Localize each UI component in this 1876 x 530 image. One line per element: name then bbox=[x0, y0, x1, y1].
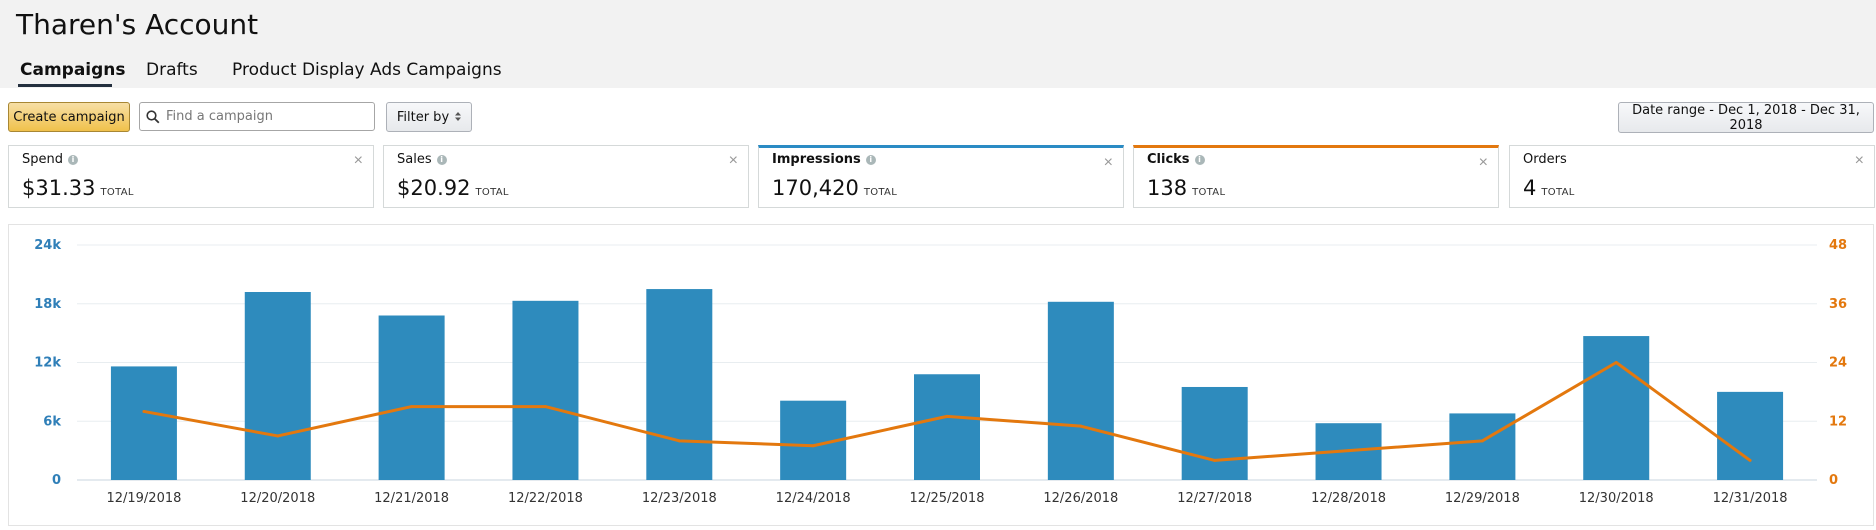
close-icon[interactable]: × bbox=[1854, 152, 1864, 169]
search-icon bbox=[140, 103, 166, 130]
x-tick-label: 12/22/2018 bbox=[508, 491, 583, 506]
metric-value: $20.92 bbox=[397, 176, 471, 200]
chart-bar bbox=[1181, 386, 1248, 480]
close-icon[interactable]: × bbox=[1478, 154, 1488, 171]
x-tick-label: 12/26/2018 bbox=[1043, 491, 1118, 506]
clicks-point bbox=[1347, 449, 1351, 453]
metric-suffix: TOTAL bbox=[1541, 187, 1575, 198]
info-icon[interactable]: i bbox=[68, 154, 78, 165]
clicks-point bbox=[1480, 439, 1484, 443]
chart-bar bbox=[512, 300, 579, 480]
metric-suffix: TOTAL bbox=[863, 187, 898, 198]
metric-card-clicks[interactable]: Clicks i × 138 TOTAL bbox=[1133, 145, 1499, 208]
date-range-button[interactable]: Date range - Dec 1, 2018 - Dec 31, 2018 bbox=[1618, 102, 1874, 133]
page-title: Tharen's Account bbox=[16, 8, 259, 41]
chart-bar bbox=[244, 292, 311, 480]
y-left-tick-label: 18k bbox=[34, 297, 61, 312]
chart-bar bbox=[646, 289, 713, 480]
info-icon[interactable]: i bbox=[865, 154, 876, 165]
close-icon[interactable]: × bbox=[1103, 154, 1113, 171]
metric-label: Spend bbox=[22, 152, 63, 167]
chart-bar bbox=[1449, 413, 1516, 480]
create-campaign-button[interactable]: Create campaign bbox=[8, 102, 130, 132]
active-tab-indicator bbox=[18, 84, 112, 87]
metric-label: Impressions bbox=[772, 152, 861, 167]
clicks-point bbox=[276, 434, 280, 438]
metric-label: Sales bbox=[397, 152, 432, 167]
filter-by-button[interactable]: Filter by bbox=[386, 102, 472, 132]
clicks-point bbox=[543, 405, 547, 409]
metric-card-sales[interactable]: Sales i × $20.92 TOTAL bbox=[383, 145, 749, 208]
tab-drafts[interactable]: Drafts bbox=[146, 60, 198, 80]
x-tick-label: 12/29/2018 bbox=[1445, 491, 1520, 506]
y-right-tick-label: 36 bbox=[1829, 297, 1847, 312]
y-right-tick-label: 48 bbox=[1829, 238, 1847, 253]
metric-card-spend[interactable]: Spend i × $31.33 TOTAL bbox=[8, 145, 374, 208]
metric-value: 4 bbox=[1523, 176, 1537, 200]
metric-suffix: TOTAL bbox=[475, 187, 509, 198]
x-tick-label: 12/31/2018 bbox=[1713, 491, 1788, 506]
clicks-point bbox=[1748, 458, 1752, 462]
x-tick-label: 12/28/2018 bbox=[1311, 491, 1386, 506]
y-right-tick-label: 12 bbox=[1829, 414, 1847, 429]
x-tick-label: 12/27/2018 bbox=[1177, 491, 1252, 506]
clicks-point bbox=[945, 414, 949, 418]
filter-by-label: Filter by bbox=[396, 109, 450, 125]
x-tick-label: 12/30/2018 bbox=[1579, 491, 1654, 506]
metric-value: 170,420 bbox=[772, 176, 859, 200]
tab-campaigns[interactable]: Campaigns bbox=[20, 60, 126, 80]
info-icon[interactable]: i bbox=[1194, 154, 1205, 165]
header-band bbox=[0, 0, 1876, 88]
performance-chart: 0 6k 12k 18k 24k 0 12 24 36 48 12/19/2018 12/20/201… bbox=[8, 224, 1874, 526]
x-tick-label: 12/25/2018 bbox=[910, 491, 985, 506]
y-right-tick-label: 24 bbox=[1829, 356, 1847, 371]
clicks-point bbox=[1213, 458, 1217, 462]
sort-arrows-icon bbox=[455, 110, 462, 125]
metric-label: Orders bbox=[1523, 152, 1567, 167]
metric-card-orders[interactable]: Orders × 4 TOTAL bbox=[1509, 145, 1875, 208]
clicks-point bbox=[811, 444, 815, 448]
x-tick-label: 12/24/2018 bbox=[776, 491, 851, 506]
metric-value: $31.33 bbox=[22, 176, 96, 200]
tab-product-display-ads[interactable]: Product Display Ads Campaigns bbox=[232, 60, 502, 80]
metric-suffix: TOTAL bbox=[100, 187, 134, 198]
info-icon[interactable]: i bbox=[436, 154, 447, 165]
x-tick-label: 12/19/2018 bbox=[106, 491, 181, 506]
chart-svg: 0 6k 12k 18k 24k 0 12 24 36 48 12/19/2018 12/20/201… bbox=[34, 238, 1847, 506]
y-left-tick-label: 0 bbox=[52, 473, 61, 488]
close-icon[interactable]: × bbox=[353, 152, 363, 169]
close-icon[interactable]: × bbox=[728, 152, 738, 169]
y-left-tick-label: 24k bbox=[34, 238, 61, 253]
chart-bar bbox=[914, 374, 980, 480]
chart-bar bbox=[110, 366, 177, 480]
clicks-point bbox=[142, 409, 146, 413]
chart-bar bbox=[1047, 301, 1114, 480]
x-tick-label: 12/21/2018 bbox=[374, 491, 449, 506]
chart-bar bbox=[378, 315, 445, 480]
x-tick-label: 12/23/2018 bbox=[642, 491, 717, 506]
metric-card-impressions[interactable]: Impressions i × 170,420 TOTAL bbox=[758, 145, 1124, 208]
clicks-point bbox=[1079, 424, 1083, 428]
y-left-tick-label: 12k bbox=[34, 356, 61, 371]
clicks-point bbox=[1614, 361, 1618, 364]
y-right-tick-label: 0 bbox=[1829, 473, 1838, 488]
clicks-point bbox=[677, 439, 681, 443]
search-box[interactable] bbox=[139, 102, 375, 131]
y-left-tick-label: 6k bbox=[43, 414, 61, 429]
metric-suffix: TOTAL bbox=[1192, 187, 1226, 198]
metric-label: Clicks bbox=[1147, 152, 1190, 167]
chart-bar bbox=[1717, 391, 1784, 480]
search-input[interactable] bbox=[166, 109, 366, 124]
metric-value: 138 bbox=[1147, 176, 1188, 200]
x-tick-label: 12/20/2018 bbox=[240, 491, 315, 506]
clicks-point bbox=[410, 405, 414, 409]
chart-bar bbox=[1583, 336, 1650, 480]
